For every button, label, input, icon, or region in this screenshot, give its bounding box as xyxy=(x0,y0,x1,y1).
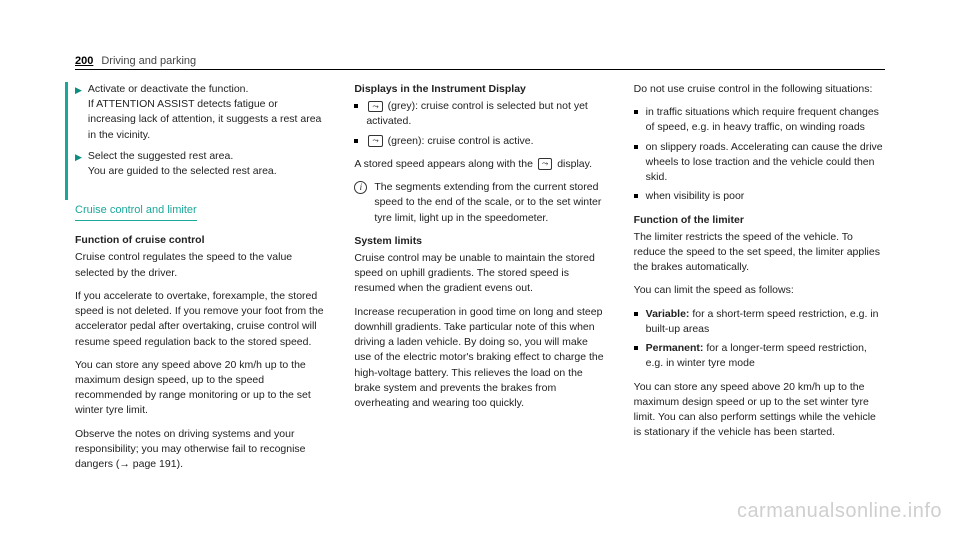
triangle-icon: ▶ xyxy=(75,151,82,179)
bullet-icon xyxy=(354,104,358,108)
cruise-icon: ⤳ xyxy=(368,135,382,147)
page-number: 200 xyxy=(75,55,93,67)
bullet-list: in traffic situations which require freq… xyxy=(634,105,885,204)
text: Observe the notes on driving systems and… xyxy=(75,428,306,470)
bullet-icon xyxy=(634,346,638,350)
sub-heading: Function of cruise control xyxy=(75,233,326,248)
list-text: Variable: for a short-term speed restric… xyxy=(646,307,885,337)
instruction-item: ▶ Activate or deactivate the function.If… xyxy=(75,82,326,143)
triangle-icon: ▶ xyxy=(75,84,82,143)
bullet-list: Variable: for a short-term speed restric… xyxy=(634,307,885,372)
column-1: ▶ Activate or deactivate the function.If… xyxy=(75,82,326,480)
list-item: ⤳ (green): cruise control is active. xyxy=(354,134,605,149)
list-text: ⤳ (green): cruise control is active. xyxy=(366,134,605,149)
paragraph: The limiter restricts the speed of the v… xyxy=(634,230,885,276)
list-text: Permanent: for a longer-term speed restr… xyxy=(646,341,885,371)
bullet-icon xyxy=(634,145,638,149)
instruction-item: ▶ Select the suggested rest area.You are… xyxy=(75,149,326,179)
paragraph: You can store any speed above 20 km/h up… xyxy=(634,380,885,441)
info-note: i The segments extending from the curren… xyxy=(354,180,605,226)
sub-heading: System limits xyxy=(354,234,605,249)
bullet-icon xyxy=(634,110,638,114)
text: (grey): cruise control is selected but n… xyxy=(366,100,588,127)
list-item: on slippery roads. Accelerating can caus… xyxy=(634,140,885,186)
list-text: in traffic situations which require freq… xyxy=(646,105,885,135)
list-text: ⤳ (grey): cruise control is selected but… xyxy=(366,99,605,129)
paragraph: You can limit the speed as follows: xyxy=(634,283,885,298)
text: display. xyxy=(554,158,592,170)
label: Permanent: xyxy=(646,342,704,354)
bullet-list: ⤳ (grey): cruise control is selected but… xyxy=(354,99,605,149)
bullet-icon xyxy=(634,194,638,198)
list-text: when visibility is poor xyxy=(646,189,885,204)
bullet-icon xyxy=(634,312,638,316)
list-item: Permanent: for a longer-term speed restr… xyxy=(634,341,885,371)
section-title: Driving and parking xyxy=(101,55,196,67)
sub-heading: Function of the limiter xyxy=(634,213,885,228)
instruction-text: Select the suggested rest area.You are g… xyxy=(88,149,326,179)
text: (green): cruise control is active. xyxy=(385,135,534,147)
accent-bar xyxy=(65,82,68,200)
list-item: ⤳ (grey): cruise control is selected but… xyxy=(354,99,605,129)
bullet-icon xyxy=(354,139,358,143)
text: A stored speed appears along with the xyxy=(354,158,536,170)
paragraph: Increase recuperation in good time on lo… xyxy=(354,305,605,412)
paragraph: If you accelerate to overtake, forexampl… xyxy=(75,289,326,350)
paragraph: Do not use cruise control in the followi… xyxy=(634,82,885,97)
cruise-icon: ⤳ xyxy=(538,158,552,170)
instruction-text: Activate or deactivate the function.If A… xyxy=(88,82,326,143)
list-item: Variable: for a short-term speed restric… xyxy=(634,307,885,337)
paragraph: Cruise control may be unable to maintain… xyxy=(354,251,605,297)
section-heading: Cruise control and limiter xyxy=(75,203,197,221)
sub-heading: Displays in the Instrument Display xyxy=(354,82,605,97)
info-text: The segments extending from the current … xyxy=(374,180,605,226)
text: ). xyxy=(177,458,183,470)
list-item: in traffic situations which require freq… xyxy=(634,105,885,135)
page-header: 200 Driving and parking xyxy=(75,55,885,70)
list-item: when visibility is poor xyxy=(634,189,885,204)
instruction-block: ▶ Activate or deactivate the function.If… xyxy=(75,82,326,179)
cruise-icon: ⤳ xyxy=(368,101,382,113)
column-3: Do not use cruise control in the followi… xyxy=(634,82,885,480)
paragraph: Cruise control regulates the speed to th… xyxy=(75,250,326,280)
info-icon: i xyxy=(354,181,367,194)
page-reference: → page 191 xyxy=(119,458,176,470)
column-2: Displays in the Instrument Display ⤳ (gr… xyxy=(354,82,605,480)
list-text: on slippery roads. Accelerating can caus… xyxy=(646,140,885,186)
watermark: carmanualsonline.info xyxy=(737,500,942,523)
paragraph: You can store any speed above 20 km/h up… xyxy=(75,358,326,419)
manual-page: 200 Driving and parking ▶ Activate or de… xyxy=(75,55,885,493)
paragraph: A stored speed appears along with the ⤳ … xyxy=(354,157,605,172)
label: Variable: xyxy=(646,308,690,320)
content-columns: ▶ Activate or deactivate the function.If… xyxy=(75,82,885,480)
paragraph: Observe the notes on driving systems and… xyxy=(75,427,326,473)
